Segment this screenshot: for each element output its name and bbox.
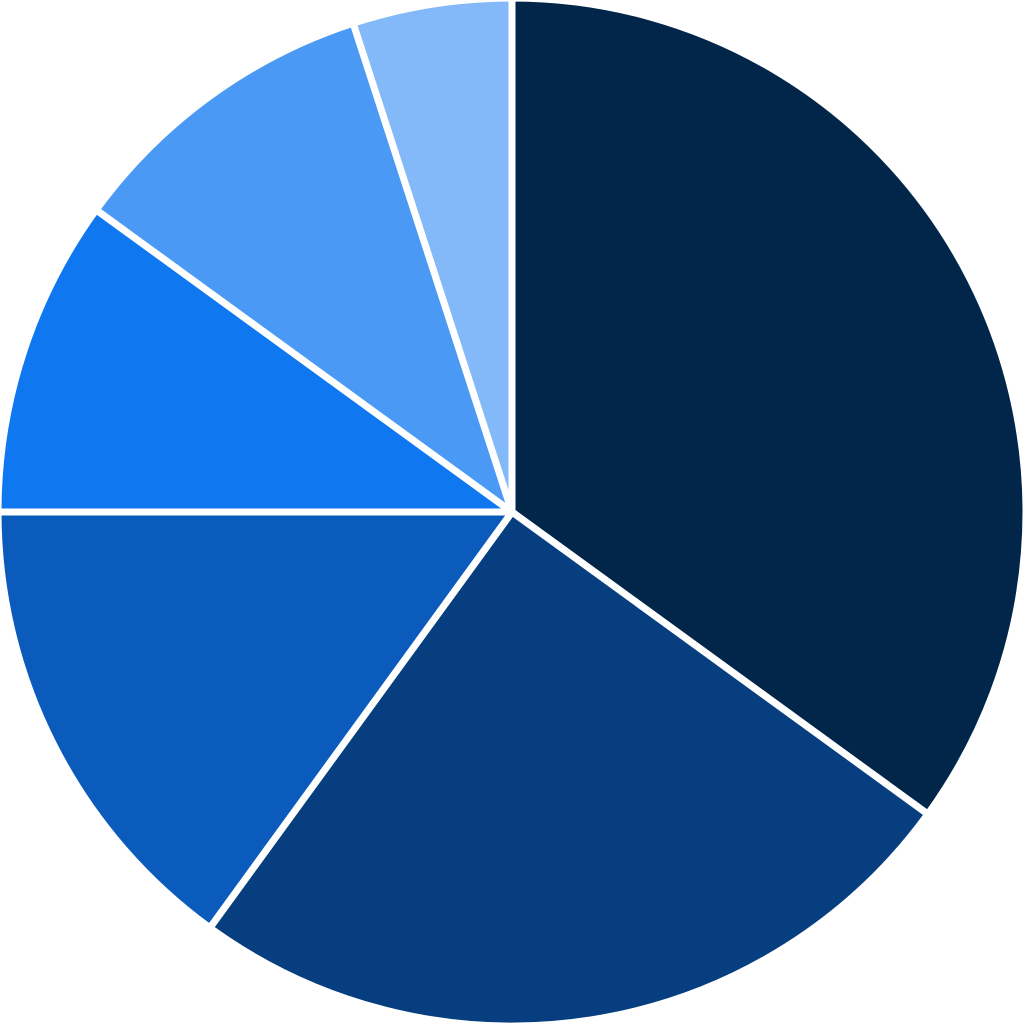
pie-slice-5 [92,19,516,516]
pie-slice-4 [0,206,516,516]
pie-slice-2 [206,508,932,1024]
pie-slice-1 [508,0,1024,818]
pie-slice-6 [349,0,516,516]
pie-slice-3 [0,508,516,932]
